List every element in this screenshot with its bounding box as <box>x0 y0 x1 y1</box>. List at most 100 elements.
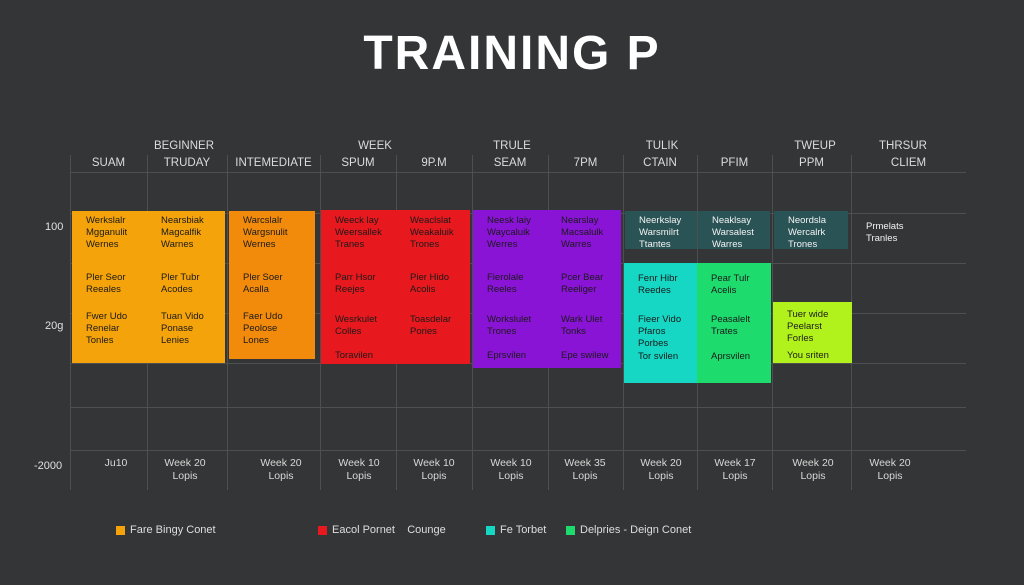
grid-line-horizontal <box>70 407 966 408</box>
block-entry: Eprsvilen <box>487 350 527 361</box>
column-header: PFIM <box>720 157 749 169</box>
schedule-block[interactable] <box>321 210 396 364</box>
block-entry: Fenr Hibr Reedes <box>638 273 678 296</box>
schedule-block[interactable] <box>773 302 852 363</box>
column-header: SPUM <box>341 157 375 169</box>
block-entry: Aprsvilen <box>711 351 751 362</box>
block-entry: Werkslalr Mgganulit Wernes <box>86 215 128 250</box>
grid-line-vertical <box>772 155 773 490</box>
schedule-block[interactable] <box>229 211 315 359</box>
footer-label: Week 10 Lopis <box>490 457 532 482</box>
schedule-block[interactable] <box>624 263 697 383</box>
group-header: WEEK <box>358 140 392 152</box>
block-entry: Parr Hsor Reejes <box>335 272 376 295</box>
block-entry: Pier Hido Acolis <box>410 272 450 295</box>
block-entry: Peasalelt Trates <box>711 314 751 337</box>
group-header: BEGINNER <box>153 140 215 152</box>
block-entry: Pler Tubr Acodes <box>161 272 200 295</box>
grid-line-horizontal <box>70 450 966 451</box>
block-entry: Tuan Vido Ponase Lenies <box>161 311 204 346</box>
row-label: -2000 <box>34 460 63 472</box>
block-entry: Neerkslay Warsmilrt Ttantes <box>639 215 682 250</box>
schedule-block[interactable] <box>72 211 147 363</box>
footer-label: Week 20 Lopis <box>640 457 682 482</box>
legend-swatch <box>566 525 575 535</box>
column-header: 9P.M <box>421 157 447 169</box>
side-note: Prmelats Tranles <box>866 221 904 244</box>
footer-label: Week 20 Lopis <box>792 457 834 482</box>
block-entry: Neesk laiy Waycaluik Werres <box>487 215 531 250</box>
legend-label: Eacol Pornet Counge <box>332 524 446 536</box>
block-entry: Workslulet Trones <box>487 314 532 337</box>
legend-item: Eacol Pornet Counge <box>318 524 446 536</box>
grid-line-horizontal <box>70 172 966 173</box>
block-entry: Wesrkulet Colles <box>335 314 378 337</box>
block-entry: Wark Ulet Tonks <box>561 314 603 337</box>
block-entry: Toasdelar Pories <box>410 314 452 337</box>
footer-label: Week 20 Lopis <box>869 457 911 482</box>
block-entry: Nearslay Macsalulk Warres <box>561 215 604 250</box>
block-entry: Tuer wide Peelarst Forles <box>787 309 829 344</box>
group-header: TRULE <box>493 140 531 152</box>
footer-label: Week 10 Lopis <box>413 457 455 482</box>
legend-label: Delpries - Deign Conet <box>580 524 692 536</box>
legend-item: Fare Bingy Conet <box>116 524 216 536</box>
block-entry: Fwer Udo Renelar Tonles <box>86 311 128 346</box>
block-entry: Neordsla Wercalrk Trones <box>788 215 827 250</box>
schedule-block[interactable] <box>396 210 470 364</box>
schedule-block[interactable] <box>625 211 697 249</box>
legend-item: Delpries - Deign Conet <box>566 524 691 536</box>
block-entry: Pler Soer Acalla <box>243 272 283 295</box>
block-entry: Fierolale Reeles <box>487 272 524 295</box>
footer-label: Ju10 <box>104 457 128 469</box>
block-entry: Pler Seor Reeales <box>86 272 126 295</box>
column-header: CTAIN <box>643 157 677 169</box>
group-header: TULIK <box>645 140 679 152</box>
block-entry: You sriten <box>787 350 829 361</box>
block-entry: Neaklsay Warsalest Warres <box>712 215 754 250</box>
row-label: 20g <box>45 320 64 332</box>
schedule-block[interactable] <box>697 263 771 383</box>
block-entry: Warcslalr Wargsnulit Wernes <box>243 215 288 250</box>
legend-swatch <box>116 525 125 535</box>
block-entry: Weeck lay Weersallek Tranes <box>335 215 382 250</box>
grid-line-vertical <box>70 155 71 490</box>
block-entry: Epe swilew <box>561 350 609 361</box>
block-entry: Pear Tulr Acelis <box>711 273 750 296</box>
column-header: PPM <box>799 157 824 169</box>
grid-line-vertical <box>227 155 228 490</box>
block-entry: Pcer Bear Reeliger <box>561 272 604 295</box>
block-entry: Toravilen <box>335 350 374 361</box>
schedule-block[interactable] <box>473 210 547 368</box>
block-entry: Tor svilen <box>638 351 679 362</box>
footer-label: Week 35 Lopis <box>564 457 606 482</box>
grid-line-vertical <box>623 155 624 490</box>
block-entry: Weaclslat Weakaluik Trones <box>410 215 454 250</box>
group-header: TWEUP <box>794 140 836 152</box>
footer-label: Week 20 Lopis <box>164 457 206 482</box>
footer-label: Week 17 Lopis <box>714 457 756 482</box>
legend-label: Fare Bingy Conet <box>130 524 216 536</box>
column-header: CLIEM <box>890 157 927 169</box>
footer-label: Week 10 Lopis <box>338 457 380 482</box>
block-entry: Faer Udo Peolose Lones <box>243 311 283 346</box>
schedule-block[interactable] <box>147 211 225 363</box>
page-title: TRAINING P <box>363 27 661 80</box>
legend-item: Fe Torbet <box>486 524 546 536</box>
column-header: INTEMEDIATE <box>235 157 312 169</box>
block-entry: Nearsbiak Magcalfik Warnes <box>161 215 204 250</box>
column-header: SUAM <box>91 157 126 169</box>
column-header: TRUDAY <box>163 157 211 169</box>
legend-label: Fe Torbet <box>500 524 547 536</box>
row-label: 100 <box>45 221 64 233</box>
grid-line-vertical <box>472 155 473 490</box>
legend-swatch <box>318 525 327 535</box>
schedule-block[interactable] <box>774 211 848 249</box>
group-header: THRSUR <box>879 140 927 152</box>
schedule-block[interactable] <box>547 210 621 368</box>
schedule-block[interactable] <box>698 211 770 249</box>
footer-label: Week 20 Lopis <box>260 457 302 482</box>
grid-line-vertical <box>320 155 321 490</box>
column-header: SEAM <box>493 157 527 169</box>
column-header: 7PM <box>573 157 598 169</box>
